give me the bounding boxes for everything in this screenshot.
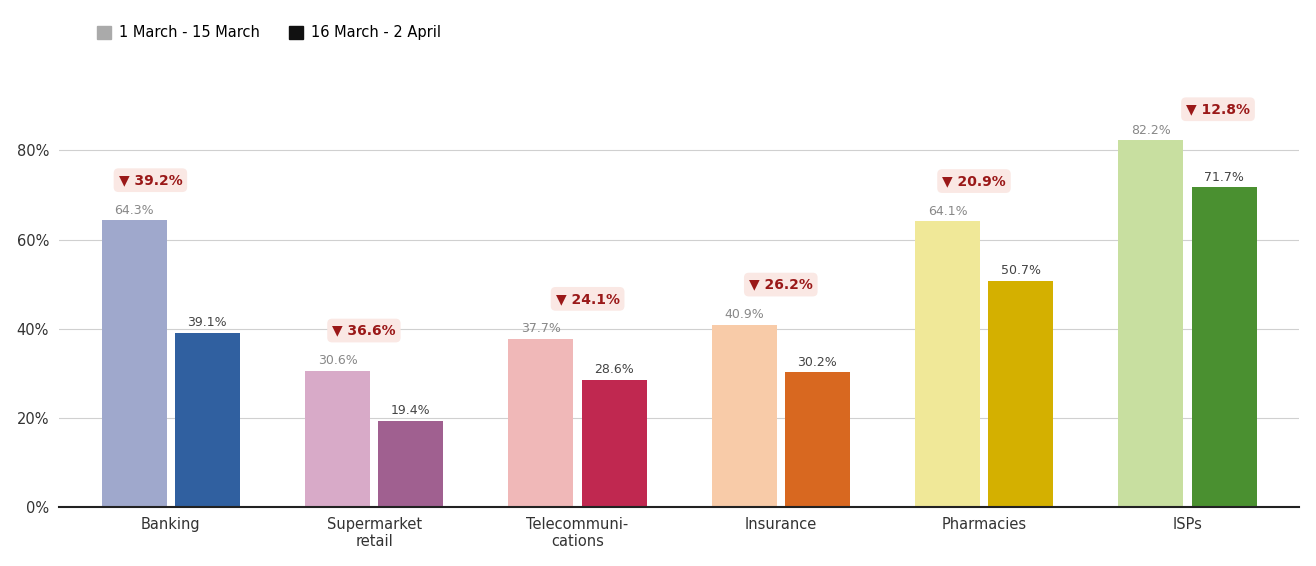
Text: 28.6%: 28.6%: [594, 363, 634, 376]
Text: 64.3%: 64.3%: [114, 204, 154, 217]
Bar: [175, 333, 240, 507]
Text: ▼ 24.1%: ▼ 24.1%: [555, 292, 620, 306]
Text: 30.2%: 30.2%: [797, 356, 837, 369]
Bar: [101, 220, 167, 507]
Text: 64.1%: 64.1%: [928, 205, 967, 218]
Text: 82.2%: 82.2%: [1130, 124, 1171, 137]
Bar: [784, 372, 850, 507]
Text: 50.7%: 50.7%: [1000, 264, 1041, 277]
Text: 19.4%: 19.4%: [391, 404, 430, 417]
Text: 37.7%: 37.7%: [521, 323, 561, 336]
Text: 71.7%: 71.7%: [1204, 171, 1244, 184]
Text: ▼ 20.9%: ▼ 20.9%: [942, 174, 1005, 188]
Bar: [1191, 187, 1257, 507]
Legend: 1 March - 15 March, 16 March - 2 April: 1 March - 15 March, 16 March - 2 April: [91, 20, 446, 46]
Bar: [988, 281, 1053, 507]
Text: ▼ 12.8%: ▼ 12.8%: [1186, 102, 1250, 116]
Bar: [582, 380, 646, 507]
Bar: [915, 221, 980, 507]
Text: 30.6%: 30.6%: [317, 354, 358, 367]
Bar: [378, 421, 443, 507]
Text: ▼ 36.6%: ▼ 36.6%: [332, 324, 396, 337]
Bar: [712, 325, 776, 507]
Text: 39.1%: 39.1%: [187, 316, 228, 329]
Bar: [305, 371, 370, 507]
Bar: [1119, 140, 1183, 507]
Text: ▼ 39.2%: ▼ 39.2%: [118, 173, 183, 187]
Bar: [508, 339, 574, 507]
Text: ▼ 26.2%: ▼ 26.2%: [749, 277, 813, 291]
Text: 40.9%: 40.9%: [724, 308, 765, 321]
